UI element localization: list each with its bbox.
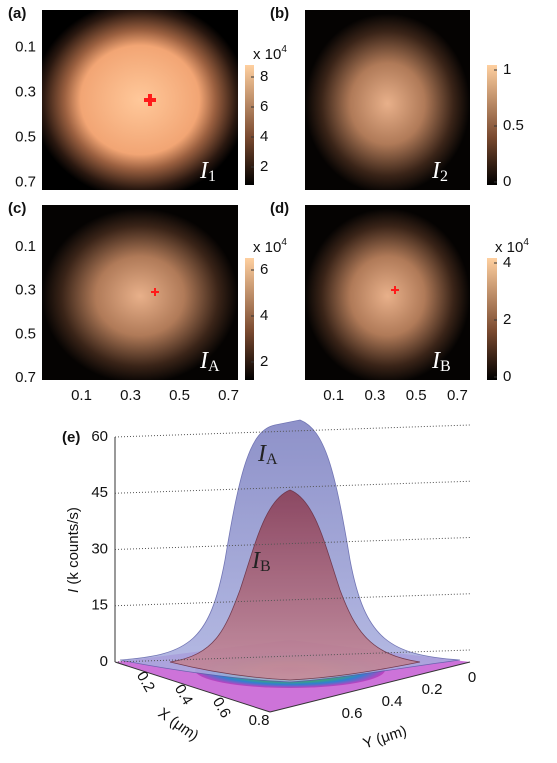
y-axis [269,661,471,713]
text-part: I [431,348,441,374]
z-axis-label: I (k counts/s) [65,507,82,593]
text-part: I [257,441,267,467]
y-tick-label: 0.7 [15,369,36,386]
surface-plot [114,419,471,713]
text-part: x 10 [495,239,523,256]
x-axis [114,661,271,713]
text-part: 4 [281,44,287,55]
x-tick-label: 0.3 [364,387,385,404]
colorbar [245,65,254,185]
image-blob [305,205,470,380]
colorbar-tick-label: 2 [260,158,268,175]
text-part: 4 [281,237,287,248]
panel-label: (e) [62,429,80,446]
colorbar-tick-label: 4 [260,307,268,324]
z-tick-label: 0 [100,653,108,670]
text-part: x 10 [253,46,281,63]
curve-label: IA [257,441,278,468]
x-tick-label: 0.5 [169,387,190,404]
x-tick-label: 0.3 [120,387,141,404]
colorbar-tick-label: 2 [260,353,268,370]
colorbar-scale: x 104 [253,44,287,63]
y-tick-label: 0.7 [15,173,36,190]
colorbar [487,258,497,380]
x-tick-label: 0.1 [323,387,344,404]
y-tick-label: 0 [468,669,476,686]
image-label: IB [431,348,451,375]
colorbar-scale: x 104 [495,237,529,256]
image-label: I1 [199,158,216,185]
z-tick-label: 60 [91,428,108,445]
surface-b [169,489,421,681]
y-tick-label: 0.3 [15,282,36,299]
colorbar [245,258,254,380]
grid-line [114,424,471,438]
text-part: (μm) [370,722,409,749]
grid-line [114,537,471,550]
y-tick-label: 0.6 [342,705,363,722]
curve-label: IB [251,548,271,575]
colorbar-tick-label: 1 [503,61,511,78]
grid-line [114,480,471,494]
text-part: B [260,558,271,575]
panel-label: (a) [8,5,26,22]
grid-line [114,593,471,607]
colorbar-tick-label: 6 [260,98,268,115]
y-tick-label: 0.1 [15,238,36,255]
text-part: I [199,158,209,184]
text-part: I [251,548,261,574]
x-tick-label: 0.1 [71,387,92,404]
text-part: I [431,158,441,184]
y-tick-label: 0.3 [15,83,36,100]
z-tick-label: 30 [91,540,108,557]
colorbar [487,65,497,185]
text-part: 4 [523,237,529,248]
x-axis-label: X (μm) [155,705,202,745]
colorbar-tick-label: 4 [260,128,268,145]
x-tick-label: 0.7 [218,387,239,404]
y-tick-label: 0.5 [15,325,36,342]
grid-line [114,649,471,663]
z-tick-label: 15 [91,597,108,614]
text-part: x 10 [253,239,281,256]
y-tick-label: 0.4 [382,693,403,710]
text-part: (μm) [163,710,202,744]
colorbar-tick-label: 4 [503,254,511,271]
text-part: (k counts/s) [65,507,82,589]
y-axis-label: Y (μm) [361,722,409,752]
panel-label: (b) [270,5,289,22]
y-tick-label: 0.1 [15,38,36,55]
image-label: IA [199,348,220,375]
text-part: 2 [440,168,448,185]
text-part: 1 [208,168,216,185]
y-tick-label: 0.2 [422,681,443,698]
image-label: I2 [431,158,448,185]
text-part: A [208,358,220,375]
colorbar-tick-label: 8 [260,68,268,85]
image-blob [42,205,238,380]
text-part: B [440,358,451,375]
colorbar-tick-label: 2 [503,311,511,328]
panel-label: (d) [270,200,289,217]
z-tick-label: 45 [91,484,108,501]
colorbar-tick-label: 0 [503,173,511,190]
colorbar-tick-label: 0.5 [503,117,524,134]
colorbar-tick-label: 0 [503,368,511,385]
colorbar-scale: x 104 [253,237,287,256]
text-part: I [199,348,209,374]
x-tick-label: 0.5 [406,387,427,404]
y-tick-label: 0.5 [15,128,36,145]
x-tick-label: 0.7 [447,387,468,404]
panel-label: (c) [8,200,26,217]
text-part: I [65,589,82,593]
colorbar-tick-label: 6 [260,261,268,278]
x-tick-label: 0.8 [249,712,270,729]
text-part: A [266,451,278,468]
image-blob [42,10,238,190]
image-blob [305,10,470,190]
